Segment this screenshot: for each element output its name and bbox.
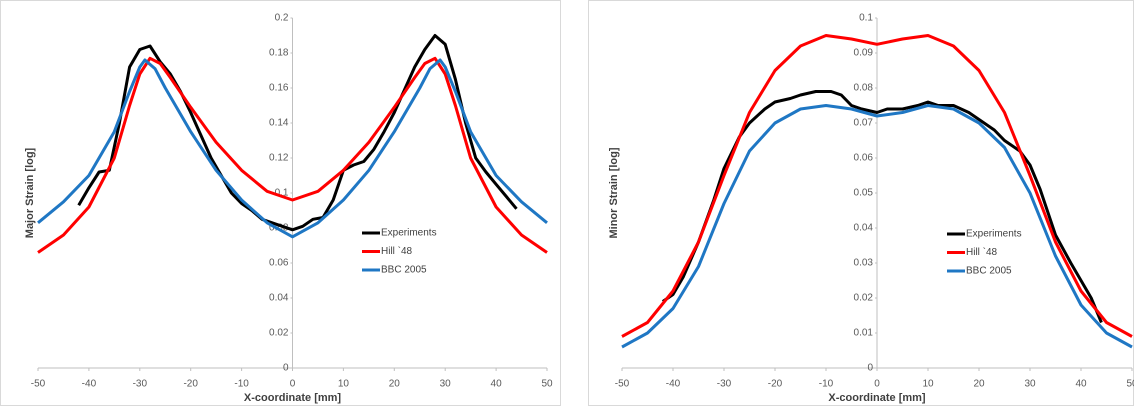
x-tick-label: 20: [389, 379, 401, 390]
x-tick-label: 0: [874, 379, 880, 390]
y-tick-label: 0.02: [854, 293, 874, 304]
x-tick-label: -20: [183, 379, 198, 390]
y-tick-label: 0.07: [854, 118, 874, 129]
x-tick-label: 20: [973, 379, 985, 390]
y-axis-title: Major Strain [log]: [24, 147, 36, 238]
x-tick-label: -40: [82, 379, 97, 390]
y-tick-label: 0.03: [854, 258, 874, 269]
x-axis-title: X-coordinate [mm]: [828, 392, 926, 404]
y-tick-label: 0.1: [859, 13, 873, 24]
legend-label: Experiments: [381, 228, 437, 239]
x-tick-label: 30: [440, 379, 452, 390]
series-line: [77, 34, 518, 232]
x-tick-label: -10: [819, 379, 834, 390]
y-tick-label: 0: [867, 363, 873, 374]
y-tick-label: 0.1: [275, 188, 289, 199]
y-tick-label: 0: [283, 363, 289, 374]
x-tick-label: 10: [338, 379, 350, 390]
y-tick-label: 0.01: [854, 328, 874, 339]
x-tick-label: 50: [1126, 379, 1134, 390]
x-tick-label: -10: [234, 379, 249, 390]
x-tick-label: 30: [1024, 379, 1036, 390]
y-tick-label: 0.09: [854, 48, 874, 59]
y-tick-label: 0.06: [269, 258, 289, 269]
y-tick-label: 0.04: [269, 293, 289, 304]
legend: Experiments Hill `48 BBC 2005: [947, 229, 1022, 277]
x-tick-label: -30: [717, 379, 732, 390]
series-line: [37, 58, 548, 239]
x-tick-label: -40: [666, 379, 681, 390]
series-line: [37, 56, 548, 254]
y-tick-label: 0.04: [854, 223, 874, 234]
legend-label: Hill `48: [966, 246, 998, 258]
legend-label: Hill `48: [381, 245, 413, 257]
y-axis-title: Minor Strain [log]: [608, 147, 620, 238]
x-tick-label: -50: [615, 379, 630, 390]
y-tick-label: 0.16: [269, 83, 289, 94]
y-tick-label: 0.12: [269, 153, 289, 164]
x-tick-label: -20: [768, 379, 783, 390]
y-tick-label: 0.06: [854, 153, 874, 164]
x-tick-label: 40: [1075, 379, 1087, 390]
series-line: [621, 34, 1133, 338]
y-tick-label: 0.02: [269, 328, 289, 339]
x-tick-label: -30: [133, 379, 148, 390]
y-tick-label: 0.2: [275, 13, 289, 24]
x-tick-label: 40: [491, 379, 503, 390]
x-axis-title: X-coordinate [mm]: [244, 392, 342, 404]
legend-label: BBC 2005: [381, 265, 427, 276]
y-tick-label: 0.18: [269, 48, 289, 59]
chart-frame: [588, 0, 1134, 406]
y-tick-label: 0.05: [854, 188, 874, 199]
legend-label: BBC 2005: [966, 266, 1012, 277]
legend-label: Experiments: [966, 229, 1022, 240]
x-tick-label: 10: [922, 379, 934, 390]
chart-frame: [0, 0, 561, 406]
x-tick-label: -50: [31, 379, 46, 390]
legend: Experiments Hill `48 BBC 2005: [362, 228, 437, 276]
y-tick-label: 0.08: [854, 83, 874, 94]
x-tick-label: 0: [290, 379, 296, 390]
y-tick-label: 0.14: [269, 118, 289, 129]
x-tick-label: 50: [541, 379, 553, 390]
series-line: [621, 104, 1133, 349]
